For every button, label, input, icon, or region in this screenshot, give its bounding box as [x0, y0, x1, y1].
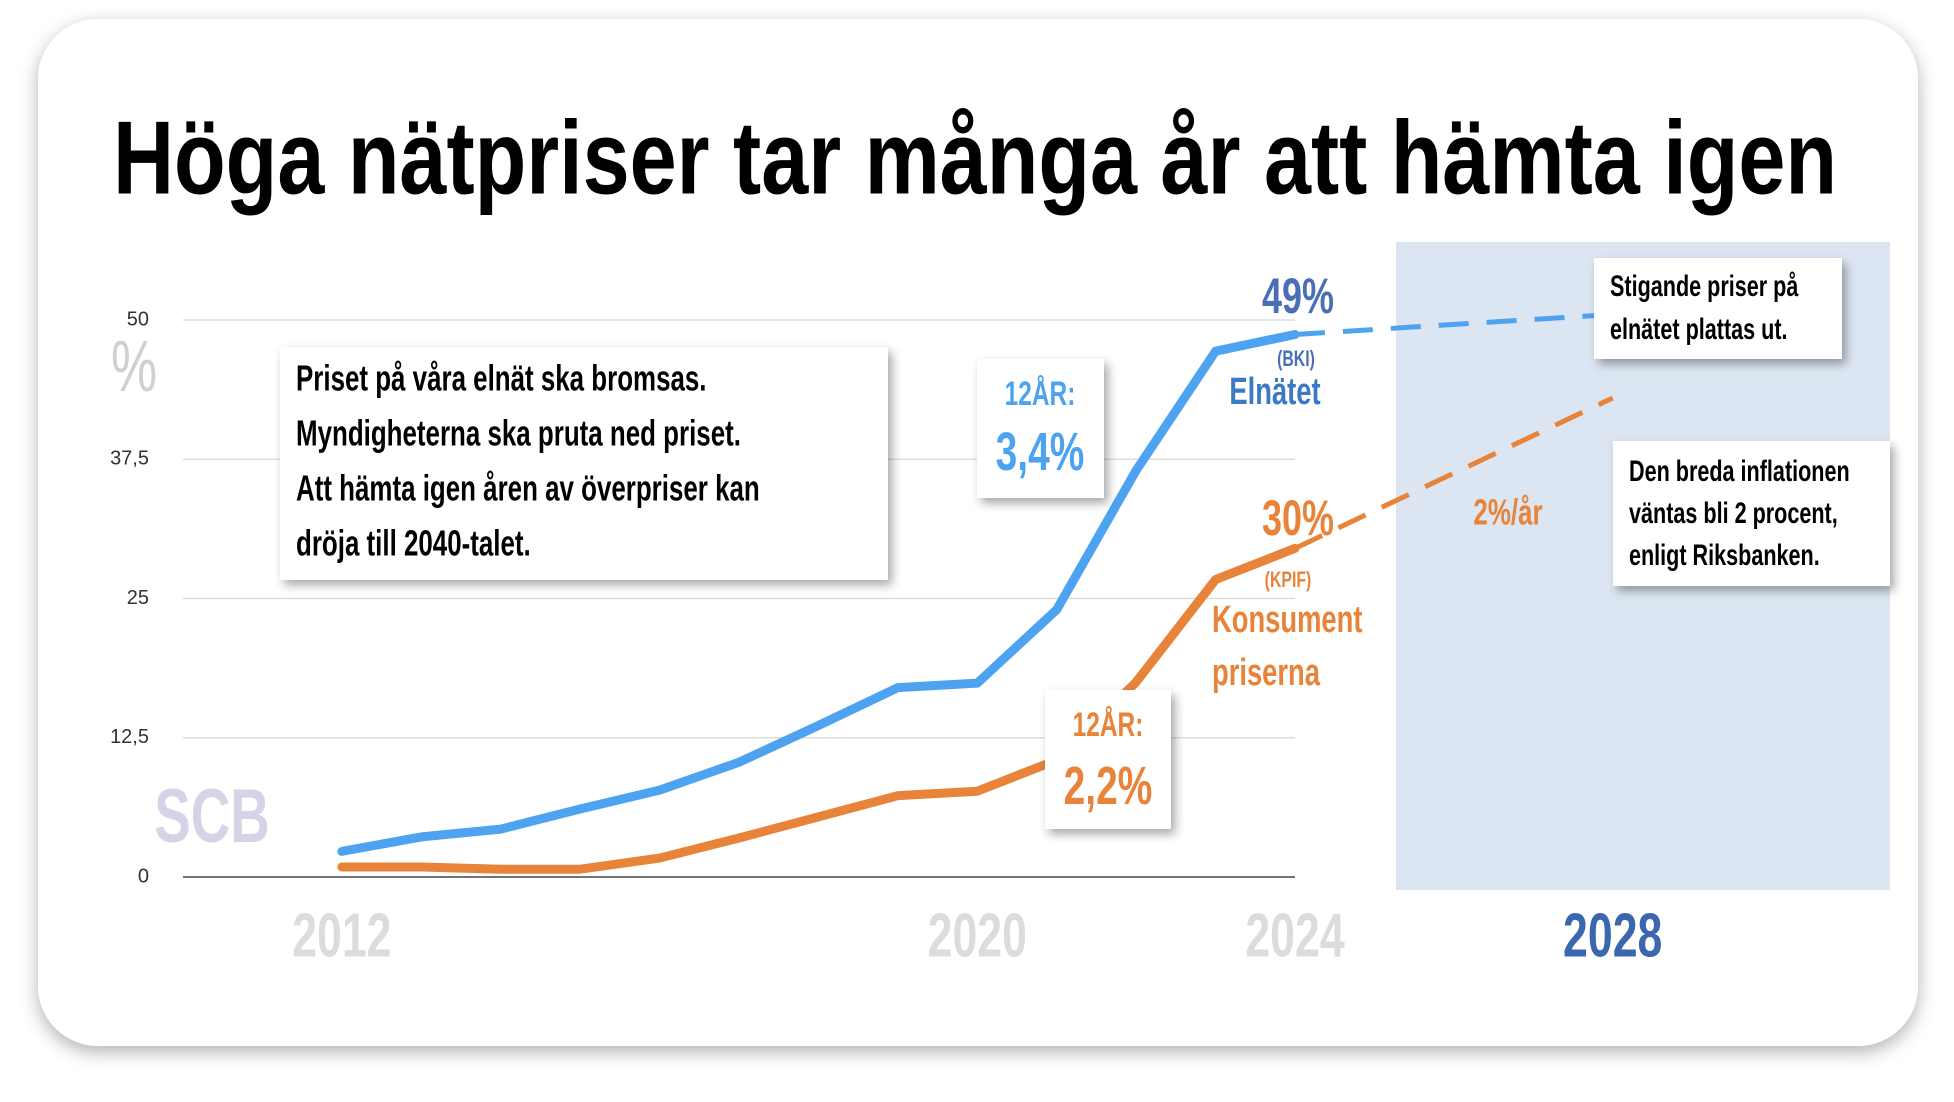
main-note: Priset på våra elnät ska bromsas. Myndigh… [296, 358, 760, 563]
index-label: (KPIF) [1265, 568, 1312, 592]
end-value: 49% [1262, 270, 1334, 325]
series-label: priserna [1212, 652, 1320, 694]
note-line: Priset på våra elnät ska bromsas. [296, 358, 707, 398]
note-line: Myndigheterna ska pruta ned priset. [296, 413, 741, 453]
note-line: enligt Riksbanken. [1629, 537, 1820, 571]
note-box [1613, 441, 1890, 586]
y-tick-label: 0 [138, 865, 149, 887]
y-tick-label: 37,5 [110, 448, 149, 470]
period-label: 12ÅR: [1073, 706, 1144, 744]
watermark: SCB [154, 774, 270, 859]
plot: 0 12,5 25 37,5 50 2012 2020 2024 2028 [110, 308, 1662, 970]
note-top: Stigande priser på elnätet plattas ut. [1610, 268, 1799, 345]
x-tick-label: 2024 [1245, 901, 1344, 970]
x-tick-label: 2020 [928, 901, 1027, 970]
note-line: Stigande priser på [1610, 268, 1799, 302]
projection-rate: 2%/år [1473, 492, 1542, 532]
rate-box [977, 359, 1104, 498]
y-tick-label: 25 [127, 587, 149, 609]
note-line: dröja till 2040-talet. [296, 523, 531, 563]
note-line: väntas bli 2 procent, [1629, 495, 1838, 529]
end-value: 30% [1262, 492, 1334, 547]
rate-label: 2,2% [1064, 755, 1153, 816]
note-line: Att hämta igen åren av överpriser kan [296, 468, 760, 508]
x-tick-label: 2012 [292, 901, 391, 970]
rate-label: 3,4% [996, 421, 1085, 482]
series-label: Konsument [1212, 599, 1362, 641]
series-line [337, 329, 1300, 856]
y-tick-label: 50 [127, 308, 149, 330]
note-line: elnätet plattas ut. [1610, 311, 1788, 345]
series-label: Elnätet [1229, 371, 1320, 413]
projection-line [1293, 395, 1614, 551]
x-tick-label: 2028 [1563, 901, 1662, 970]
period-label: 12ÅR: [1005, 375, 1076, 413]
chart-title: Höga nätpriser tar många år att hämta ig… [113, 100, 1837, 216]
note-box [280, 347, 888, 580]
rate-box [1045, 690, 1171, 829]
y-unit: % [111, 327, 157, 407]
projection-line [1294, 311, 1613, 337]
series-line [337, 543, 1300, 874]
note-box [1594, 258, 1842, 359]
note-bottom: Den breda inflationen väntas bli 2 procen… [1629, 453, 1850, 571]
y-tick-label: 12,5 [110, 726, 149, 748]
index-label: (BKI) [1277, 347, 1315, 371]
note-line: Den breda inflationen [1629, 453, 1850, 487]
